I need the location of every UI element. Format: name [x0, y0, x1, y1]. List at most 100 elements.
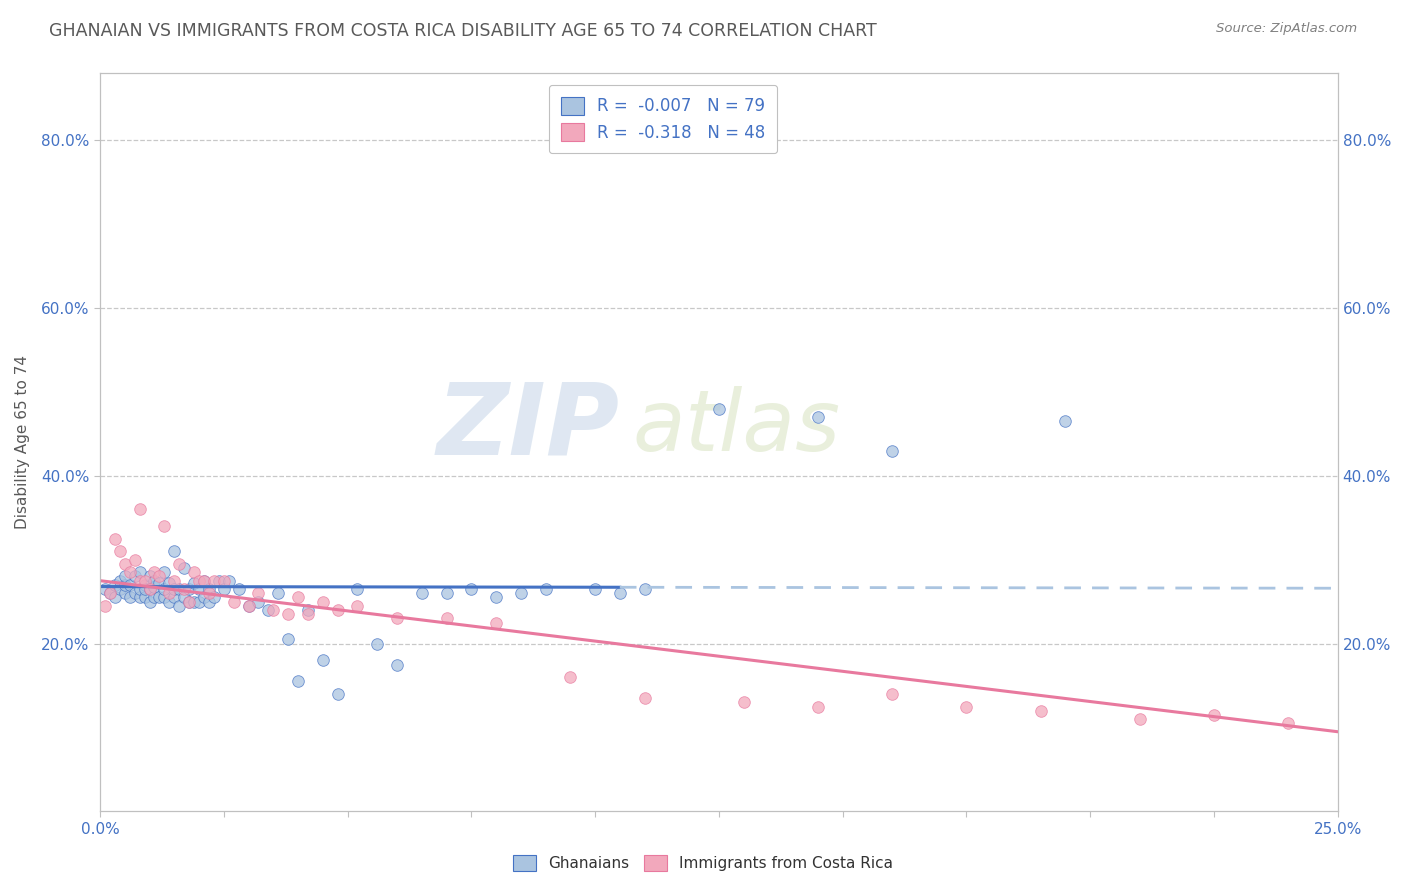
Point [157, 576, 180, 591]
Point [228, 582, 250, 596]
Point [198, 594, 221, 608]
Point [1029, 704, 1052, 718]
Point [173, 591, 195, 605]
Point [297, 607, 319, 622]
Point [1277, 716, 1299, 731]
Point [163, 544, 186, 558]
Point [163, 582, 186, 596]
Point [509, 586, 531, 600]
Point [124, 569, 146, 583]
Point [157, 586, 180, 600]
Point [98, 586, 121, 600]
Point [104, 578, 127, 592]
Y-axis label: Disability Age 65 to 74: Disability Age 65 to 74 [15, 355, 30, 529]
Point [193, 591, 215, 605]
Point [148, 569, 170, 583]
Point [104, 591, 127, 605]
Legend: R =  -0.007   N = 79, R =  -0.318   N = 48: R = -0.007 N = 79, R = -0.318 N = 48 [548, 85, 778, 153]
Point [124, 586, 146, 600]
Point [153, 582, 176, 596]
Point [247, 594, 270, 608]
Point [173, 561, 195, 575]
Point [167, 557, 190, 571]
Point [1129, 712, 1152, 726]
Point [134, 574, 156, 588]
Point [193, 574, 215, 588]
Point [134, 591, 156, 605]
Point [114, 586, 136, 600]
Point [157, 594, 180, 608]
Point [153, 591, 176, 605]
Point [128, 566, 150, 580]
Point [104, 532, 127, 546]
Point [114, 578, 136, 592]
Point [143, 591, 166, 605]
Point [247, 586, 270, 600]
Point [134, 578, 156, 592]
Point [222, 594, 245, 608]
Point [485, 615, 508, 630]
Point [560, 670, 582, 684]
Point [198, 586, 221, 600]
Point [138, 594, 160, 608]
Point [138, 582, 160, 596]
Point [312, 594, 335, 608]
Point [138, 569, 160, 583]
Point [167, 582, 190, 596]
Point [179, 582, 201, 596]
Point [148, 591, 170, 605]
Point [218, 574, 240, 588]
Point [193, 574, 215, 588]
Point [257, 603, 280, 617]
Point [94, 599, 117, 613]
Point [128, 582, 150, 596]
Point [163, 591, 186, 605]
Point [733, 695, 755, 709]
Point [173, 582, 195, 596]
Point [183, 566, 205, 580]
Point [366, 637, 388, 651]
Point [411, 586, 433, 600]
Point [153, 519, 176, 533]
Point [128, 591, 150, 605]
Point [183, 576, 205, 591]
Point [326, 603, 349, 617]
Point [436, 611, 458, 625]
Point [208, 574, 231, 588]
Point [346, 599, 368, 613]
Point [385, 611, 408, 625]
Point [183, 594, 205, 608]
Point [134, 582, 156, 596]
Point [436, 586, 458, 600]
Point [534, 582, 557, 596]
Point [143, 566, 166, 580]
Point [346, 582, 368, 596]
Point [179, 594, 201, 608]
Point [124, 552, 146, 566]
Point [128, 502, 150, 516]
Point [143, 580, 166, 594]
Point [262, 603, 284, 617]
Point [198, 582, 221, 596]
Point [188, 594, 211, 608]
Point [609, 586, 631, 600]
Point [94, 582, 117, 596]
Point [807, 699, 830, 714]
Point [297, 603, 319, 617]
Point [707, 401, 730, 416]
Point [114, 569, 136, 583]
Point [583, 582, 606, 596]
Point [202, 591, 225, 605]
Point [202, 574, 225, 588]
Text: Source: ZipAtlas.com: Source: ZipAtlas.com [1216, 22, 1357, 36]
Point [238, 599, 260, 613]
Point [1054, 414, 1077, 428]
Point [148, 576, 170, 591]
Point [118, 591, 141, 605]
Point [167, 599, 190, 613]
Point [460, 582, 482, 596]
Point [633, 582, 655, 596]
Point [188, 582, 211, 596]
Point [633, 691, 655, 706]
Point [108, 582, 131, 596]
